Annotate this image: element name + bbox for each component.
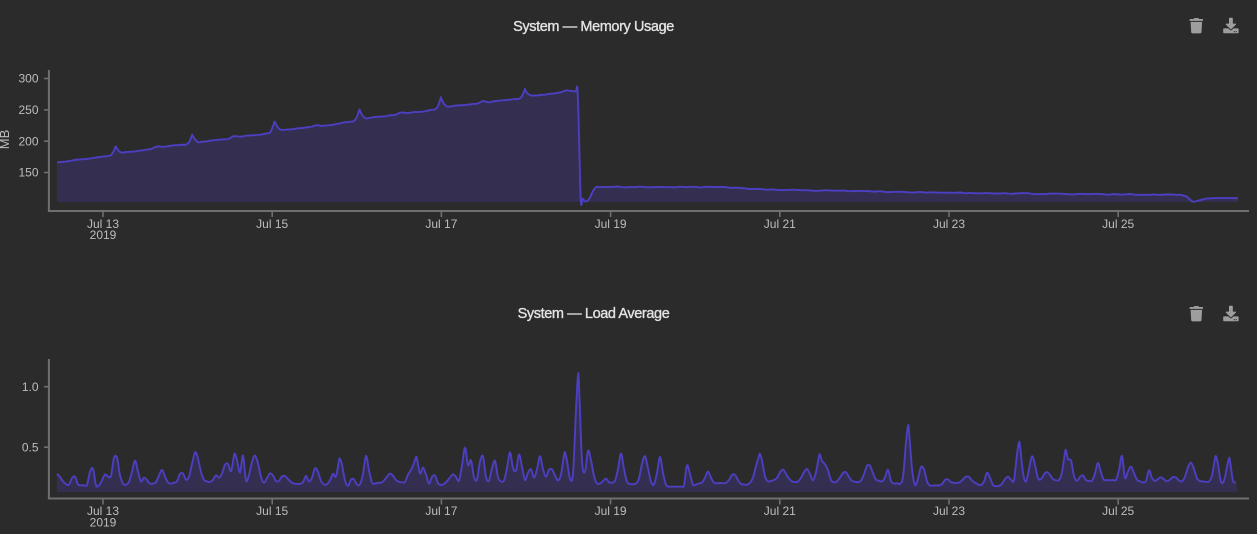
svg-text:Jul 25: Jul 25	[1102, 504, 1134, 518]
svg-text:System — Load Average: System — Load Average	[518, 306, 670, 322]
svg-text:Jul 13: Jul 13	[87, 504, 119, 518]
svg-text:MB: MB	[0, 130, 12, 150]
svg-text:150: 150	[18, 166, 38, 180]
svg-text:250: 250	[18, 103, 38, 117]
svg-text:Jul 17: Jul 17	[425, 504, 457, 518]
svg-text:Jul 15: Jul 15	[256, 504, 288, 518]
svg-text:0.5: 0.5	[22, 440, 39, 454]
svg-text:Jul 21: Jul 21	[764, 217, 796, 231]
svg-text:System — Memory Usage: System — Memory Usage	[513, 19, 674, 35]
svg-text:Jul 15: Jul 15	[256, 217, 288, 231]
svg-text:Jul 19: Jul 19	[595, 217, 627, 231]
svg-text:Jul 25: Jul 25	[1102, 217, 1134, 231]
svg-text:2019: 2019	[90, 228, 117, 242]
svg-text:Jul 23: Jul 23	[933, 504, 965, 518]
svg-text:2019: 2019	[90, 515, 117, 529]
svg-text:Jul 13: Jul 13	[87, 217, 119, 231]
svg-text:Jul 23: Jul 23	[933, 217, 965, 231]
svg-text:1.0: 1.0	[22, 380, 39, 394]
svg-text:200: 200	[18, 134, 38, 148]
svg-text:Jul 17: Jul 17	[425, 217, 457, 231]
svg-text:Jul 21: Jul 21	[764, 504, 796, 518]
svg-text:300: 300	[18, 72, 38, 86]
svg-text:Jul 19: Jul 19	[595, 504, 627, 518]
